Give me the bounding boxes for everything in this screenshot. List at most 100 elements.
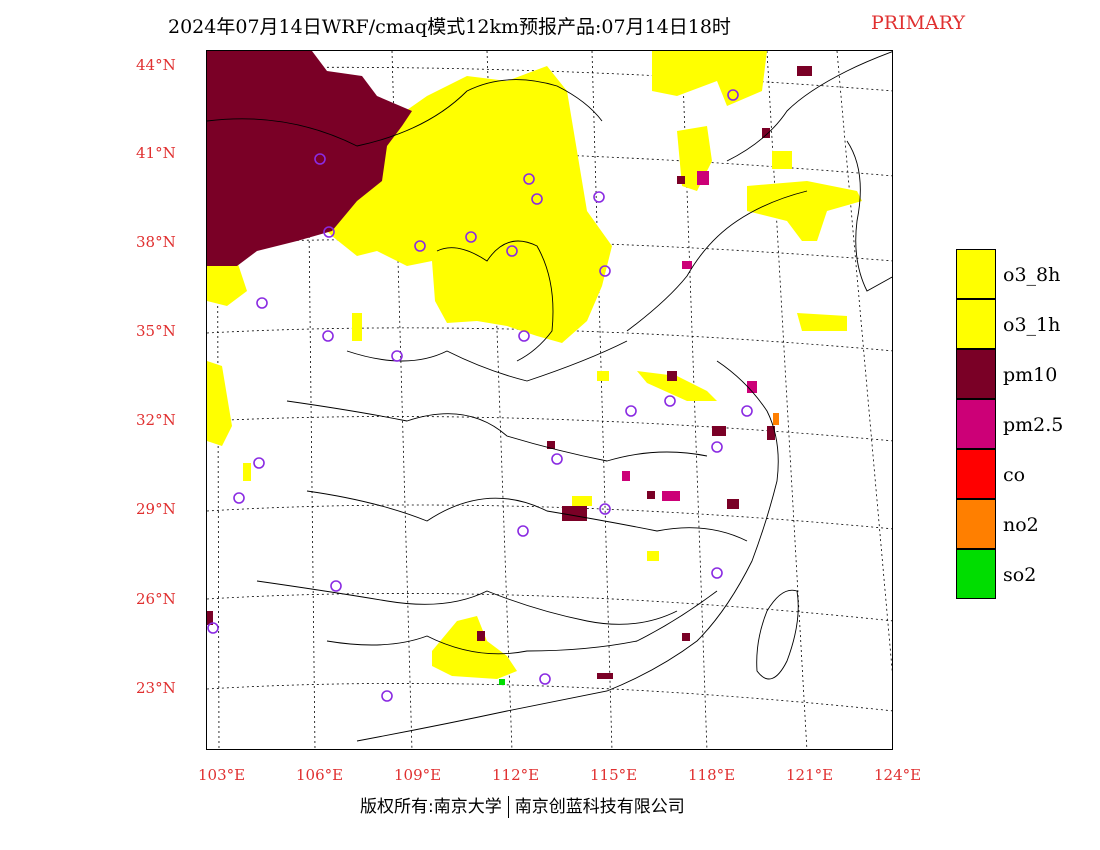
- lon-line-115: [591, 51, 613, 749]
- pm25-cell-1: [697, 171, 709, 185]
- pm10-cell-7: [667, 371, 677, 381]
- o3-region-shandong: [797, 313, 847, 331]
- lat-label-23: 23°N: [136, 679, 176, 697]
- boundary-yangtze: [286, 400, 708, 462]
- pm10-cell-12: [477, 631, 485, 641]
- station-marker: [517, 525, 529, 537]
- station-marker: [593, 191, 605, 203]
- station-marker: [506, 245, 518, 257]
- o3-cell-b: [437, 111, 452, 123]
- legend-swatch-no2: [956, 499, 996, 549]
- coastline-northeast: [726, 51, 892, 162]
- legend-swatch-pm25: [956, 399, 996, 449]
- lat-label-26: 26°N: [136, 590, 176, 608]
- o3-cell-a: [352, 313, 362, 341]
- boundary-south-central: [306, 490, 748, 542]
- station-marker: [711, 441, 723, 453]
- pm10-cell-6: [727, 499, 739, 509]
- station-marker: [322, 330, 334, 342]
- o3-cell-f: [243, 463, 251, 481]
- boundary-south: [256, 580, 678, 625]
- boundary-guangdong: [326, 590, 718, 655]
- station-marker: [391, 350, 403, 362]
- o3-region-jiangsu: [637, 371, 717, 401]
- station-marker: [253, 457, 265, 469]
- legend-swatch-co: [956, 449, 996, 499]
- legend-label-co: co: [1003, 464, 1026, 486]
- station-marker: [233, 492, 245, 504]
- lon-label-103: 103°E: [198, 766, 246, 784]
- lon-label-112: 112°E: [492, 766, 540, 784]
- legend-label-pm25: pm2.5: [1003, 414, 1064, 436]
- pm10-cell-11: [797, 66, 812, 76]
- lat-line-26: [207, 593, 892, 622]
- lat-label-44: 44°N: [136, 56, 176, 74]
- pm10-cell-5: [562, 506, 587, 521]
- copyright-separator: [507, 796, 509, 818]
- coastline-bohai: [626, 190, 808, 332]
- station-marker: [531, 193, 543, 205]
- pm10-cell-4: [767, 426, 775, 440]
- legend-label-o3-1h: o3_1h: [1003, 314, 1061, 336]
- lat-label-35: 35°N: [136, 322, 176, 340]
- station-marker: [741, 405, 753, 417]
- o3-region-west: [207, 261, 247, 306]
- lon-label-115: 115°E: [590, 766, 638, 784]
- station-marker: [539, 673, 551, 685]
- o3-cell-d: [597, 371, 609, 381]
- lon-label-118: 118°E: [688, 766, 736, 784]
- copyright-right: 南京创蓝科技有限公司: [514, 797, 685, 817]
- o3-region-bohai: [747, 181, 862, 241]
- lat-label-41: 41°N: [136, 144, 176, 162]
- lat-line-23: [207, 683, 892, 712]
- station-marker: [599, 265, 611, 277]
- station-marker: [523, 173, 535, 185]
- lon-label-124: 124°E: [874, 766, 922, 784]
- pm25-cell-5: [682, 261, 692, 269]
- station-marker: [381, 690, 393, 702]
- map-canvas: [207, 51, 892, 749]
- station-marker: [314, 153, 326, 165]
- lon-line-124: [836, 51, 892, 674]
- legend-label-no2: no2: [1003, 514, 1039, 536]
- lon-label-109: 109°E: [394, 766, 442, 784]
- o3-cell-c: [772, 151, 792, 169]
- o3-cell-e: [647, 551, 659, 561]
- pm10-cell-10: [207, 611, 213, 625]
- legend-swatch-pm10: [956, 349, 996, 399]
- station-marker: [465, 231, 477, 243]
- boundary-central: [346, 340, 628, 382]
- no2-cell: [773, 413, 779, 425]
- legend-label-so2: so2: [1003, 564, 1037, 586]
- legend-swatch-o3-8h: [956, 249, 996, 299]
- pm10-cell-2: [762, 128, 770, 138]
- pm25-exceedance-regions: [622, 171, 757, 501]
- pm10-cell-9: [597, 673, 613, 679]
- o3-region-west2: [207, 361, 232, 446]
- station-marker: [330, 580, 342, 592]
- pm10-cell-13: [647, 491, 655, 499]
- o3-cell-g: [572, 496, 592, 506]
- legend-label-o3-8h: o3_8h: [1003, 264, 1061, 286]
- boundary-inner-mongolia: [207, 79, 603, 147]
- pollutant-type-tag: PRIMARY: [871, 12, 966, 34]
- station-marker: [256, 297, 268, 309]
- city-stations: [207, 89, 753, 702]
- legend-label-pm10: pm10: [1003, 364, 1058, 386]
- taiwan-island: [756, 589, 799, 680]
- lat-line-32: [207, 416, 892, 442]
- lat-label-32: 32°N: [136, 411, 176, 429]
- station-marker: [599, 503, 611, 515]
- lat-line-29: [207, 504, 892, 530]
- pm10-exceedance-regions: [207, 51, 812, 679]
- station-marker: [664, 395, 676, 407]
- lon-label-106: 106°E: [296, 766, 344, 784]
- station-marker: [711, 567, 723, 579]
- copyright-left: 版权所有:南京大学: [360, 797, 502, 817]
- station-marker: [323, 226, 335, 238]
- forecast-map: [206, 50, 893, 750]
- admin-boundaries: [207, 51, 892, 742]
- so2-cell: [499, 679, 505, 685]
- copyright-notice: 版权所有:南京大学 南京创蓝科技有限公司: [360, 792, 685, 818]
- lat-label-29: 29°N: [136, 500, 176, 518]
